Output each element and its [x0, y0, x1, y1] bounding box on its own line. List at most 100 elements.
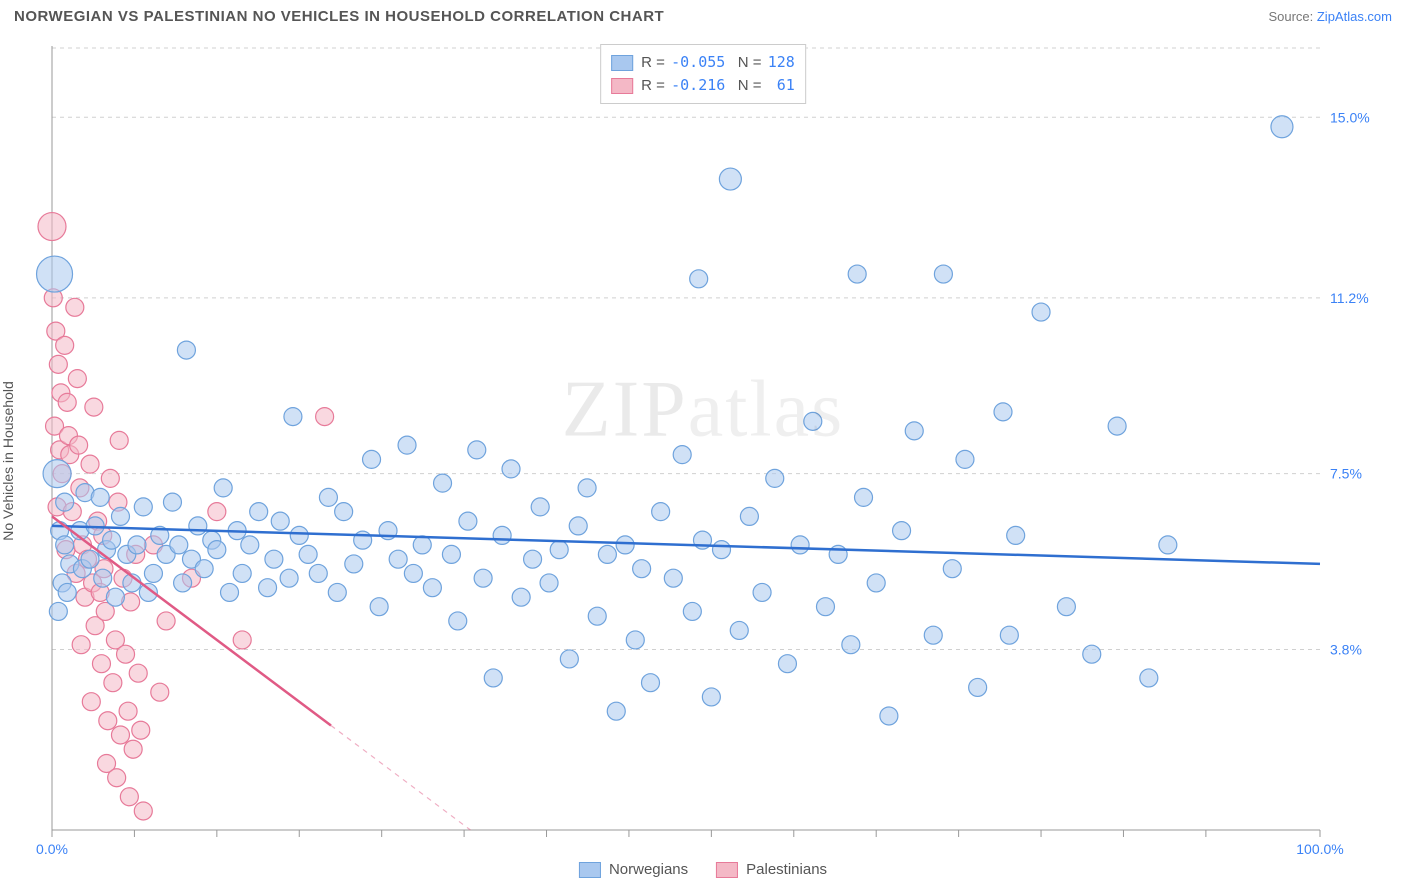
data-point: [893, 522, 911, 540]
data-point: [134, 802, 152, 820]
data-point: [94, 569, 112, 587]
data-point: [560, 650, 578, 668]
chart-title: NORWEGIAN VS PALESTINIAN NO VEHICLES IN …: [14, 8, 664, 25]
data-point: [842, 636, 860, 654]
data-point: [434, 474, 452, 492]
data-point: [1083, 645, 1101, 663]
data-point: [363, 450, 381, 468]
legend-stats: R = -0.216 N = 61: [641, 74, 795, 97]
y-axis-label: No Vehicles in Household: [0, 381, 16, 541]
data-point: [816, 598, 834, 616]
data-point: [512, 588, 530, 606]
legend-swatch: [579, 862, 601, 878]
source-link[interactable]: ZipAtlas.com: [1317, 9, 1392, 24]
data-point: [740, 507, 758, 525]
data-point: [101, 469, 119, 487]
data-point: [66, 298, 84, 316]
legend-item: Palestinians: [716, 861, 827, 878]
data-point: [56, 493, 74, 511]
data-point: [389, 550, 407, 568]
data-point: [290, 526, 308, 544]
legend-label: Norwegians: [609, 861, 688, 878]
data-point: [1000, 626, 1018, 644]
data-point: [641, 674, 659, 692]
data-point: [766, 469, 784, 487]
data-point: [569, 517, 587, 535]
legend-swatch: [611, 78, 633, 94]
data-point: [994, 403, 1012, 421]
data-point: [144, 564, 162, 582]
trend-line-extrapolated: [331, 725, 470, 830]
data-point: [702, 688, 720, 706]
data-point: [214, 479, 232, 497]
data-point: [404, 564, 422, 582]
data-point: [719, 168, 741, 190]
data-point: [170, 536, 188, 554]
y-tick-label: 3.8%: [1330, 641, 1362, 657]
data-point: [791, 536, 809, 554]
data-point: [664, 569, 682, 587]
data-point: [110, 431, 128, 449]
data-point: [208, 503, 226, 521]
y-tick-label: 7.5%: [1330, 466, 1362, 482]
data-point: [92, 655, 110, 673]
data-point: [880, 707, 898, 725]
data-point: [81, 455, 99, 473]
data-point: [233, 631, 251, 649]
data-point: [1271, 116, 1293, 138]
y-tick-label: 15.0%: [1330, 109, 1370, 125]
data-point: [106, 588, 124, 606]
data-point: [328, 583, 346, 601]
data-point: [633, 560, 651, 578]
data-point: [934, 265, 952, 283]
data-point: [56, 536, 74, 554]
data-point: [398, 436, 416, 454]
data-point: [484, 669, 502, 687]
data-point: [1108, 417, 1126, 435]
legend-swatch: [611, 55, 633, 71]
data-point: [969, 678, 987, 696]
data-point: [848, 265, 866, 283]
data-point: [120, 788, 138, 806]
data-point: [652, 503, 670, 521]
scatter-chart: 3.8%7.5%11.2%15.0%0.0%100.0%: [14, 40, 1392, 882]
data-point: [524, 550, 542, 568]
data-point: [111, 726, 129, 744]
data-point: [37, 256, 73, 292]
data-point: [531, 498, 549, 516]
data-point: [132, 721, 150, 739]
data-point: [284, 408, 302, 426]
data-point: [442, 545, 460, 563]
data-point: [319, 488, 337, 506]
data-point: [195, 560, 213, 578]
data-point: [588, 607, 606, 625]
data-point: [221, 583, 239, 601]
data-point: [111, 507, 129, 525]
data-point: [855, 488, 873, 506]
data-point: [177, 341, 195, 359]
data-point: [690, 270, 708, 288]
data-point: [151, 683, 169, 701]
series-legend: Norwegians Palestinians: [579, 861, 827, 878]
data-point: [280, 569, 298, 587]
chart-container: No Vehicles in Household 3.8%7.5%11.2%15…: [14, 40, 1392, 882]
data-point: [924, 626, 942, 644]
data-point: [804, 412, 822, 430]
legend-row: R = -0.216 N = 61: [611, 74, 795, 97]
data-point: [683, 602, 701, 620]
data-point: [905, 422, 923, 440]
data-point: [299, 545, 317, 563]
data-point: [1007, 526, 1025, 544]
data-point: [129, 664, 147, 682]
data-point: [753, 583, 771, 601]
data-point: [58, 393, 76, 411]
data-point: [459, 512, 477, 530]
data-point: [68, 370, 86, 388]
data-point: [345, 555, 363, 573]
data-point: [157, 612, 175, 630]
data-point: [103, 531, 121, 549]
legend-item: Norwegians: [579, 861, 688, 878]
data-point: [1159, 536, 1177, 554]
legend-label: Palestinians: [746, 861, 827, 878]
data-point: [265, 550, 283, 568]
